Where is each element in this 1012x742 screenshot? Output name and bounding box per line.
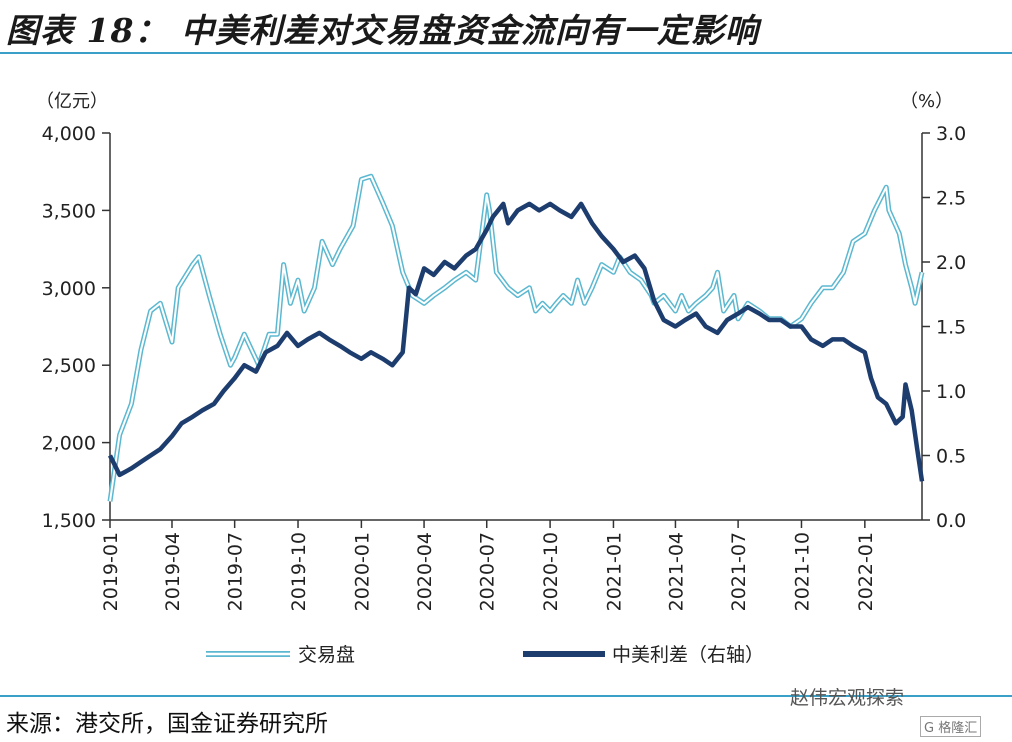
legend: 交易盘 中美利差（右轴） — [206, 644, 764, 666]
x-tick-label: 2020-10 — [540, 532, 562, 611]
series-line-trading — [107, 173, 925, 502]
x-tick-label: 2020-01 — [351, 532, 373, 611]
right-tick-label: 0.0 — [936, 510, 966, 532]
footer-divider — [0, 695, 1012, 697]
right-tick-label: 2.5 — [936, 188, 966, 210]
watermark-logo: G 格隆汇 — [920, 716, 982, 737]
left-tick-label: 1,500 — [42, 510, 96, 532]
x-tick-label: 2019-01 — [100, 532, 122, 611]
right-tick-label: 0.5 — [936, 446, 966, 468]
legend-label-trading: 交易盘 — [298, 644, 355, 666]
series-line-spread — [107, 201, 925, 482]
dual-axis-line-chart: 1,500 2,000 2,500 3,000 3,500 4,000 0.0 0.5 1.0 1… — [36, 91, 967, 666]
left-tick-label: 2,500 — [42, 355, 96, 377]
right-tick-label: 3.0 — [936, 123, 966, 145]
source-note: 来源：港交所，国金证券研究所 — [6, 711, 328, 737]
title-divider — [0, 52, 1012, 54]
page-title: 图表 18： 中美利差对交易盘资金流向有一定影响 — [6, 11, 759, 50]
x-tick-label: 2020-07 — [477, 532, 499, 611]
x-tick-label: 2019-10 — [288, 532, 310, 611]
left-axis-unit: （亿元） — [36, 91, 108, 112]
left-tick-label: 3,500 — [42, 200, 96, 222]
series-line-trading-core — [109, 175, 923, 502]
x-tick-label: 2022-01 — [855, 532, 877, 611]
x-tick-label: 2019-04 — [162, 532, 184, 611]
x-tick-label: 2021-10 — [791, 532, 813, 611]
right-tick-label: 1.0 — [936, 381, 966, 403]
watermark: 赵伟宏观探索 — [790, 687, 905, 709]
x-tick-label: 2019-07 — [225, 532, 247, 611]
plot-area: 1,500 2,000 2,500 3,000 3,500 4,000 0.0 0.5 1.0 1… — [42, 123, 967, 611]
right-tick-label: 2.0 — [936, 252, 966, 274]
x-tick-label: 2020-04 — [414, 532, 436, 611]
legend-label-spread: 中美利差（右轴） — [612, 644, 764, 666]
right-tick-label: 1.5 — [936, 317, 966, 339]
x-tick-label: 2021-07 — [728, 532, 750, 611]
left-tick-label: 4,000 — [42, 123, 96, 145]
left-tick-label: 2,000 — [42, 433, 96, 455]
left-tick-label: 3,000 — [42, 278, 96, 300]
right-axis-unit: （%） — [900, 91, 953, 112]
x-tick-label: 2021-01 — [603, 532, 625, 611]
x-tick-label: 2021-04 — [665, 532, 687, 611]
